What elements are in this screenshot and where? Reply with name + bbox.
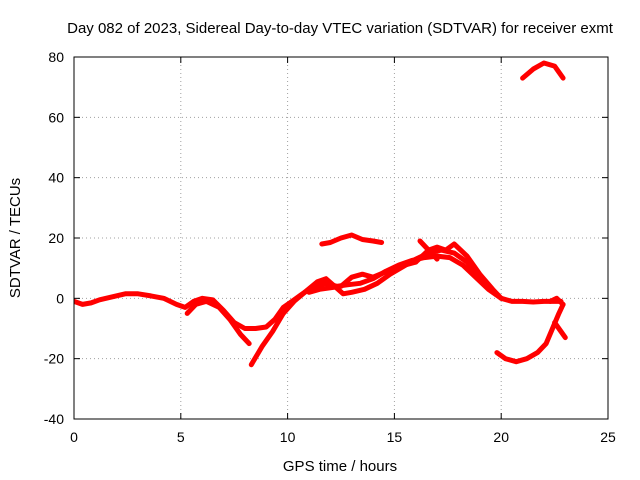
y-tick-label: 0 [56, 290, 64, 306]
x-tick-label: 0 [70, 429, 78, 445]
x-tick-label: 10 [280, 429, 296, 445]
series-group [74, 60, 568, 368]
series-arc-8 [494, 301, 566, 365]
y-axis-label: SDTVAR / TECUs [7, 178, 24, 298]
series-arc-6 [417, 238, 440, 262]
y-tick-label: -40 [44, 411, 64, 427]
y-tick-label: 60 [48, 109, 64, 125]
y-tick-label: 40 [48, 170, 64, 186]
x-tick-label: 25 [600, 429, 616, 445]
series-arc-4 [306, 259, 419, 295]
x-axis-label: GPS time / hours [283, 458, 397, 475]
x-tick-label: 15 [387, 429, 403, 445]
series-arc-10 [547, 295, 566, 307]
axis-ticks: 0 5 10 15 20 25 -40 -20 0 20 40 60 80 [44, 49, 616, 445]
x-tick-label: 20 [493, 429, 509, 445]
series-arc-3 [248, 247, 496, 368]
chart-title: Day 082 of 2023, Sidereal Day-to-day VTE… [67, 20, 614, 37]
y-tick-label: 20 [48, 230, 64, 246]
series-arc-11 [520, 60, 566, 81]
series-arc-5 [413, 241, 504, 301]
series-arc-9 [552, 320, 568, 341]
series-arc-7 [319, 232, 385, 247]
y-tick-label: 80 [48, 49, 64, 65]
y-tick-label: -20 [44, 351, 64, 367]
x-tick-label: 5 [177, 429, 185, 445]
series-arc-2 [184, 298, 252, 347]
